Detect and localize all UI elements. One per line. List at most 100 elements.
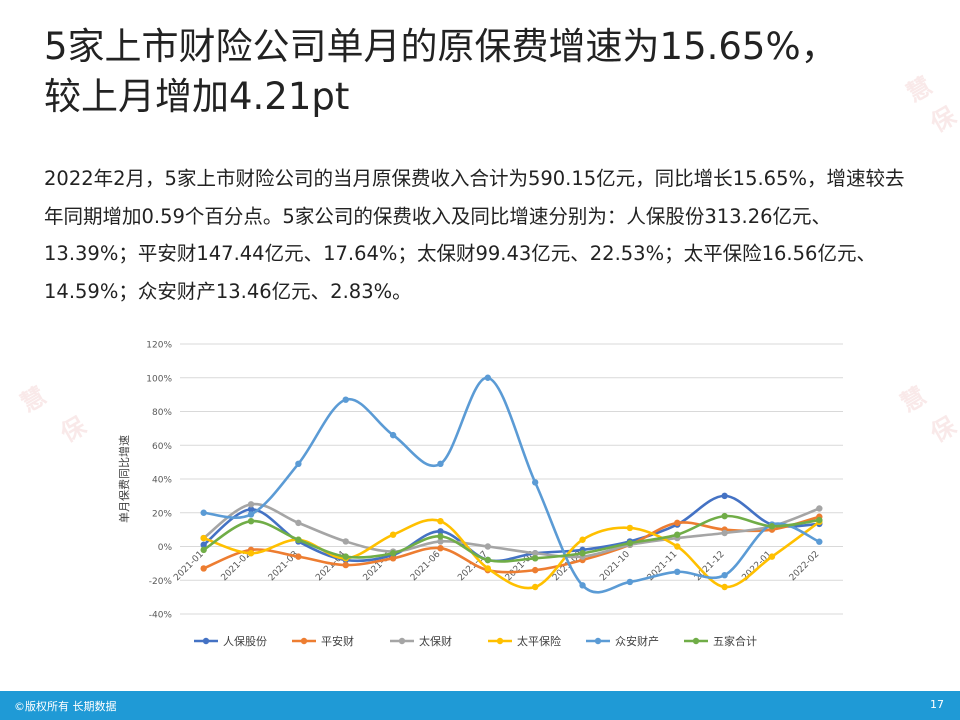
y-tick-label: 80% <box>152 408 172 418</box>
series-line <box>202 514 820 563</box>
y-axis-title: 单月保费同比增速 <box>117 435 131 523</box>
data-point <box>389 555 397 562</box>
watermark-char: 保 <box>925 411 960 448</box>
legend-marker <box>692 637 700 645</box>
data-point <box>484 374 492 381</box>
data-point <box>342 561 349 569</box>
y-tick-label: 100% <box>146 374 172 384</box>
legend-marker <box>496 637 504 645</box>
data-point <box>579 536 586 543</box>
data-point <box>721 492 728 500</box>
data-point <box>531 583 539 591</box>
legend-marker <box>202 637 210 645</box>
data-point <box>531 550 539 557</box>
y-tick-label: -20% <box>149 577 173 587</box>
data-point <box>816 505 823 512</box>
footer-bar: ©版权所有 长期数据 17 <box>0 691 960 720</box>
legend-label: 人保股份 <box>223 634 267 648</box>
data-point <box>579 582 586 589</box>
footer-copyright: ©版权所有 长期数据 <box>14 700 117 713</box>
legend-label: 众安财产 <box>615 634 659 648</box>
data-point <box>484 565 492 572</box>
data-point <box>295 460 302 468</box>
series-line <box>203 515 820 574</box>
data-point <box>437 538 444 545</box>
data-point <box>484 556 492 564</box>
data-point <box>389 550 397 557</box>
data-point <box>247 550 255 557</box>
data-point <box>437 544 444 552</box>
data-point <box>674 568 681 576</box>
data-point <box>531 479 539 486</box>
legend-label: 五家合计 <box>713 634 757 648</box>
slide-title-line2: 较上月增加4.21pt <box>44 75 350 118</box>
data-point <box>200 534 207 542</box>
x-tick-label: 2021-01 <box>172 550 206 584</box>
y-tick-label: 40% <box>152 476 172 486</box>
data-point <box>437 528 444 535</box>
data-point <box>768 523 776 530</box>
data-point <box>247 506 255 513</box>
data-point <box>200 541 207 549</box>
x-tick-label: 2022-02 <box>788 550 822 584</box>
y-tick-label: 0% <box>158 543 173 553</box>
data-point <box>721 512 728 520</box>
data-point <box>437 460 444 468</box>
slide-title-line1: 5家上市财险公司单月的原保费增速为15.65%， <box>44 25 838 68</box>
data-point <box>295 536 302 543</box>
y-tick-label: 20% <box>152 509 172 519</box>
legend-label: 太保财 <box>419 634 452 648</box>
legend-marker <box>398 637 406 645</box>
x-tick-label: 2021-06 <box>409 549 443 583</box>
data-point <box>200 565 207 572</box>
series-line <box>202 502 820 559</box>
page-number: 17 <box>930 698 944 711</box>
y-tick-label: -40% <box>149 611 173 621</box>
data-point <box>342 553 349 560</box>
series-line <box>202 494 820 563</box>
legend-label: 太平保险 <box>517 634 561 648</box>
legend-label: 平安财 <box>321 634 354 648</box>
data-point <box>389 431 397 439</box>
slide-body-text: 2022年2月，5家上市财险公司的当月原保费收入合计为590.15亿元，同比增长… <box>44 167 905 303</box>
data-point <box>200 509 207 516</box>
data-point <box>816 538 823 545</box>
watermark-char: 慧 <box>895 381 931 418</box>
data-point <box>295 553 302 560</box>
data-point <box>816 516 823 524</box>
chart-svg: -40% -20% 0% 20% 40% 60% 80% 100% 120% 2021-01 202… <box>117 341 843 648</box>
y-tick-label: 60% <box>152 442 172 452</box>
slide-title: 5家上市财险公司单月的原保费增速为15.65%， 较上月增加4.21pt <box>44 22 944 122</box>
data-point <box>626 578 634 586</box>
data-point <box>626 539 634 547</box>
data-point <box>531 555 539 562</box>
data-point <box>721 571 728 579</box>
data-point <box>674 519 681 527</box>
data-point <box>768 553 776 560</box>
data-point <box>721 529 728 537</box>
data-point <box>579 550 586 557</box>
data-point <box>295 519 302 527</box>
data-point <box>247 517 255 525</box>
legend-marker <box>300 637 308 645</box>
data-point <box>721 583 728 591</box>
data-point <box>484 543 492 550</box>
series-line <box>203 376 820 594</box>
y-tick-label: 120% <box>146 341 172 351</box>
data-point <box>247 511 255 518</box>
data-point <box>389 531 397 538</box>
watermark-char: 保 <box>55 411 91 448</box>
data-point <box>200 546 207 554</box>
data-point <box>437 517 444 525</box>
data-point <box>626 524 634 532</box>
data-point <box>247 501 255 508</box>
watermark-char: 慧 <box>15 381 51 418</box>
growth-line-chart: -40% -20% 0% 20% 40% 60% 80% 100% 120% 2021-01 202… <box>108 330 848 660</box>
data-point <box>342 538 349 545</box>
data-point <box>437 533 444 540</box>
data-point <box>342 396 349 403</box>
legend-marker <box>594 637 602 645</box>
data-point <box>674 531 681 538</box>
data-point <box>674 543 681 550</box>
data-point <box>531 566 539 574</box>
